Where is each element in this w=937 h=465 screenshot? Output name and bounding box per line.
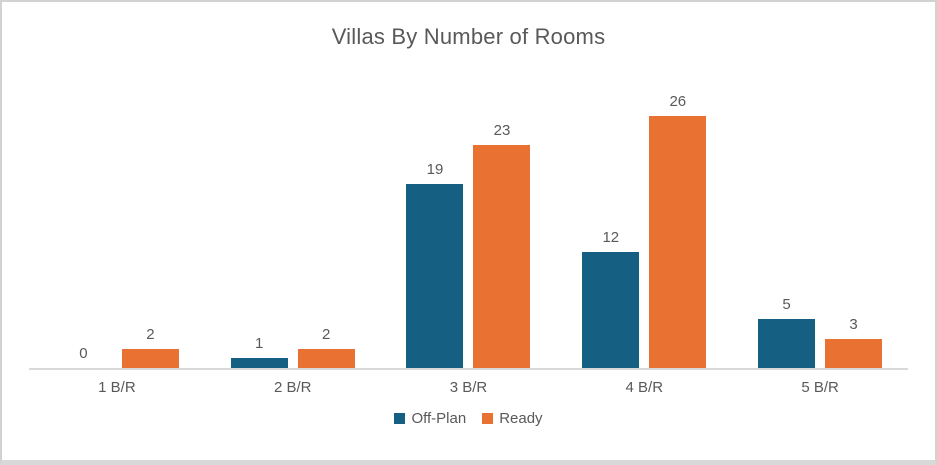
data-label: 5 bbox=[782, 296, 791, 313]
bar-ready-2-b-r bbox=[297, 349, 355, 368]
category-group-3-b-r: 19 23 bbox=[381, 122, 557, 368]
data-label: 2 bbox=[322, 326, 331, 343]
legend-swatch-off-plan bbox=[394, 413, 406, 424]
bar-column: 2 bbox=[297, 326, 355, 368]
data-label: 0 bbox=[79, 345, 88, 362]
x-tick-label: 2 B/R bbox=[273, 379, 312, 396]
plot-area: 0 2 1 2 19 23 12 26 5 3 bbox=[29, 68, 908, 370]
bar-column: 0 bbox=[55, 345, 112, 368]
bar-ready-5-b-r bbox=[825, 339, 883, 368]
bar-off-plan-2-b-r bbox=[230, 358, 288, 368]
x-tick-label: 4 B/R bbox=[625, 379, 664, 396]
legend: Off-Plan Ready bbox=[2, 410, 935, 427]
legend-item-off-plan: Off-Plan bbox=[394, 410, 466, 427]
category-group-4-b-r: 12 26 bbox=[556, 93, 732, 368]
legend-label: Ready bbox=[499, 410, 543, 427]
legend-swatch-ready bbox=[482, 413, 494, 424]
bar-off-plan-3-b-r bbox=[406, 184, 464, 368]
data-label: 26 bbox=[669, 93, 687, 110]
bar-ready-3-b-r bbox=[473, 145, 531, 368]
chart-title: Villas By Number of Rooms bbox=[331, 24, 606, 49]
data-label: 2 bbox=[146, 326, 155, 343]
legend-item-ready: Ready bbox=[482, 410, 543, 427]
bar-off-plan-4-b-r bbox=[582, 252, 640, 368]
bar-column: 5 bbox=[758, 296, 816, 368]
data-label: 23 bbox=[493, 122, 511, 139]
bar-ready-4-b-r bbox=[649, 116, 707, 368]
bar-column: 2 bbox=[121, 326, 179, 368]
data-label: 12 bbox=[602, 229, 620, 246]
bar-off-plan-5-b-r bbox=[758, 319, 816, 368]
x-axis-labels: 1 B/R 2 B/R 3 B/R 4 B/R 5 B/R bbox=[29, 370, 908, 396]
bar-column: 26 bbox=[649, 93, 707, 368]
data-label: 19 bbox=[426, 161, 444, 178]
bar-column: 23 bbox=[473, 122, 531, 368]
bar-ready-1-b-r bbox=[121, 349, 179, 368]
bar-column: 19 bbox=[406, 161, 464, 368]
bar-column: 3 bbox=[825, 316, 883, 368]
x-tick-label: 5 B/R bbox=[801, 379, 839, 396]
bar-column: 1 bbox=[230, 335, 288, 368]
x-tick-label: 1 B/R bbox=[98, 379, 136, 396]
legend-label: Off-Plan bbox=[411, 410, 467, 427]
data-label: 1 bbox=[255, 335, 264, 352]
bar-column: 12 bbox=[582, 229, 640, 368]
x-tick-label: 3 B/R bbox=[449, 379, 488, 396]
data-label: 3 bbox=[849, 316, 858, 333]
